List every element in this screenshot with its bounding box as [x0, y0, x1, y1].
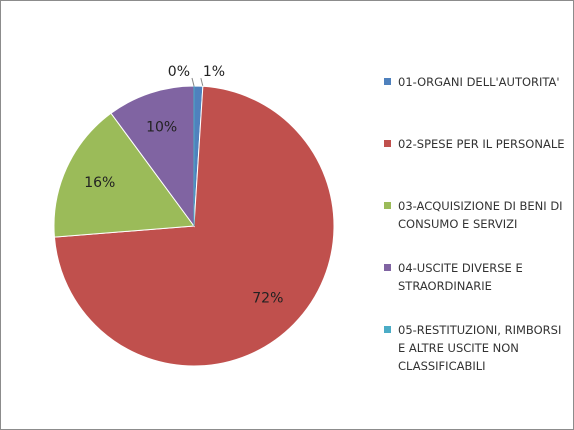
- data-label: 10%: [146, 120, 177, 136]
- pie-slice: [53, 112, 195, 238]
- data-label: 16%: [84, 175, 115, 191]
- data-label: 0%: [168, 64, 190, 80]
- legend-label: 02-SPESE PER IL PERSONALE: [398, 137, 565, 151]
- legend-label: 05-RESTITUZIONI, RIMBORSI E ALTRE USCITE…: [398, 323, 562, 373]
- legend-swatch: [384, 78, 391, 85]
- legend-entry: 05-RESTITUZIONI, RIMBORSI E ALTRE USCITE…: [384, 321, 569, 375]
- leader-line: [200, 77, 204, 87]
- legend-entry: 04-USCITE DIVERSE E STRAORDINARIE: [384, 259, 569, 295]
- legend-entry: 03-ACQUISIZIONE DI BENI DI CONSUMO E SER…: [384, 197, 569, 233]
- legend-swatch: [384, 140, 391, 147]
- legend-label: 04-USCITE DIVERSE E STRAORDINARIE: [398, 261, 523, 293]
- legend-swatch: [384, 202, 391, 209]
- data-label: 72%: [252, 291, 283, 307]
- legend-label: 03-ACQUISIZIONE DI BENI DI CONSUMO E SER…: [398, 199, 563, 231]
- legend-swatch: [384, 326, 391, 333]
- legend-label: 01-ORGANI DELL'AUTORITA': [398, 75, 560, 89]
- legend-entry: 02-SPESE PER IL PERSONALE: [384, 135, 569, 153]
- leader-line: [191, 77, 195, 87]
- data-label: 1%: [203, 64, 225, 80]
- legend-swatch: [384, 264, 391, 271]
- legend-entry: 01-ORGANI DELL'AUTORITA': [384, 73, 569, 91]
- pie-slice: [110, 85, 195, 228]
